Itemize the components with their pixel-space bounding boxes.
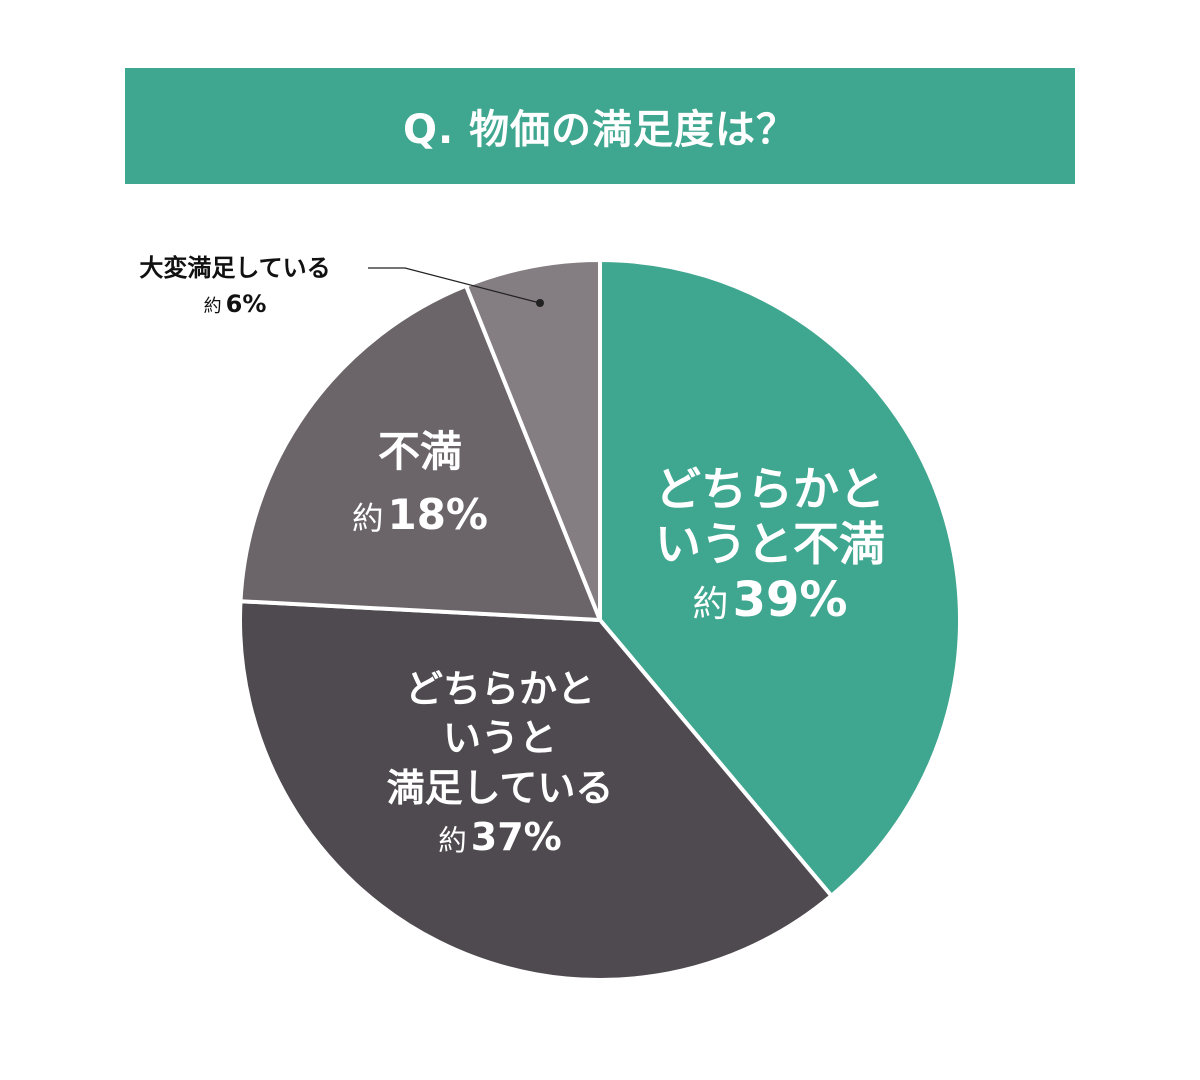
label-somewhat-satisfied: どちらかと いうと 満足している 約 37% [340, 665, 660, 863]
slice-somewhat-dissatisfied [598, 258, 963, 898]
label-line: 大変満足している [139, 254, 331, 282]
label-line: いうと不満 [655, 517, 885, 572]
label-percent: 約 6% [203, 290, 267, 318]
title-banner: Q. 物価の満足度は？ [125, 68, 1075, 184]
leader-line [368, 267, 541, 304]
label-percent: 約 37% [438, 815, 562, 860]
label-dissatisfied: 不満 約18% [320, 420, 520, 546]
label-somewhat-dissatisfied: どちらかと いうと不満 約39% [620, 462, 920, 630]
label-percent: 約39% [692, 572, 848, 629]
label-line: 不満 [377, 427, 462, 476]
leader-dot [536, 299, 544, 307]
label-line: いうと [442, 716, 557, 761]
label-line: どちらかと [404, 667, 595, 711]
label-percent: 約18% [351, 490, 489, 539]
label-very-satisfied: 大変満足している 約 6% [105, 250, 365, 322]
label-line: 満足している [386, 765, 614, 810]
label-line: どちらかと [655, 462, 885, 516]
slice-dissatisfied [238, 283, 602, 622]
slice-somewhat-satisfied [238, 599, 834, 983]
chart-title: Q. 物価の満足度は？ [402, 107, 798, 153]
